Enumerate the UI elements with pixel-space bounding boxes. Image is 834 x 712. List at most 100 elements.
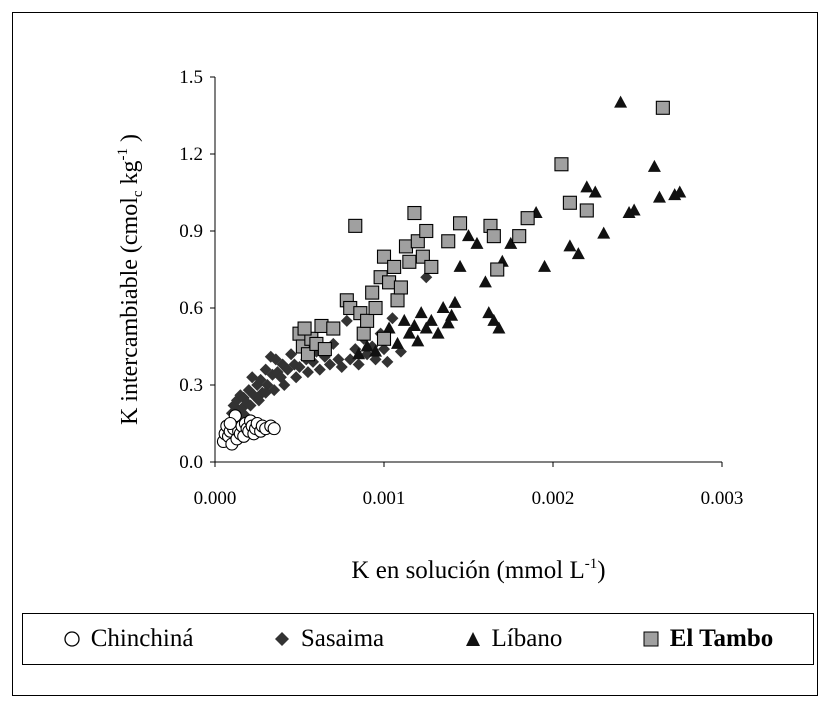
point-el-tambo bbox=[376, 331, 392, 346]
legend-triangle-icon bbox=[465, 632, 480, 646]
point-sasaima bbox=[278, 379, 291, 391]
point-el-tambo bbox=[441, 234, 456, 249]
point-libano bbox=[478, 275, 492, 288]
point-libano bbox=[352, 347, 366, 360]
point-libano bbox=[673, 185, 687, 198]
y-tick-label: 0.0 bbox=[179, 452, 203, 473]
point-sasaima bbox=[290, 371, 303, 384]
point-el-tambo bbox=[393, 280, 408, 295]
point-el-tambo bbox=[348, 218, 363, 233]
point-libano bbox=[538, 259, 552, 272]
point-sasaima bbox=[335, 361, 348, 374]
point-libano bbox=[580, 180, 594, 193]
point-sasaima bbox=[293, 361, 306, 374]
point-libano bbox=[492, 321, 506, 334]
legend-label-chinchina: Chinchiná bbox=[90, 625, 194, 652]
point-el-tambo bbox=[398, 239, 414, 254]
point-chinchina bbox=[267, 422, 281, 436]
point-libano bbox=[482, 306, 496, 319]
point-el-tambo bbox=[407, 205, 422, 221]
point-sasaima bbox=[386, 312, 399, 325]
point-el-tambo bbox=[314, 318, 329, 334]
point-libano bbox=[597, 226, 611, 239]
point-chinchina bbox=[223, 416, 237, 431]
point-el-tambo bbox=[368, 300, 383, 316]
point-sasaima bbox=[244, 399, 257, 412]
chart-marks bbox=[216, 95, 687, 451]
point-el-tambo bbox=[317, 342, 332, 357]
y-tick-label: 1.5 bbox=[179, 67, 203, 88]
point-sasaima bbox=[285, 348, 298, 361]
point-sasaima bbox=[301, 366, 314, 379]
legend-diamond-icon bbox=[274, 632, 289, 646]
legend-item-chinchina: Chinchiná bbox=[63, 625, 194, 653]
point-libano bbox=[504, 236, 518, 249]
point-libano bbox=[487, 313, 501, 326]
point-libano bbox=[448, 295, 462, 308]
x-tick-label: 0.001 bbox=[363, 488, 406, 509]
point-el-tambo bbox=[297, 321, 312, 336]
legend-item-libano: Líbano bbox=[464, 625, 563, 653]
legend: Chinchiná Sasaima Líbano El Tambo bbox=[22, 613, 814, 665]
y-tick-label: 0.9 bbox=[179, 221, 203, 242]
y-tick-label: 1.2 bbox=[179, 144, 203, 165]
legend-label-libano: Líbano bbox=[491, 625, 563, 652]
point-libano bbox=[411, 334, 425, 347]
x-tick-label: 0.000 bbox=[194, 488, 237, 509]
point-el-tambo bbox=[512, 229, 527, 244]
point-sasaima bbox=[344, 353, 357, 366]
legend-label-el-tambo: El Tambo bbox=[669, 625, 774, 652]
point-el-tambo bbox=[387, 259, 402, 274]
point-sasaima bbox=[323, 358, 336, 371]
point-libano bbox=[360, 339, 374, 352]
figure-frame bbox=[12, 12, 818, 696]
point-libano bbox=[419, 321, 433, 334]
point-libano bbox=[407, 318, 421, 331]
point-libano bbox=[369, 344, 383, 357]
point-sasaima bbox=[313, 363, 326, 376]
x-axis-label: K en solución (mmol L-1) bbox=[351, 556, 605, 584]
point-libano bbox=[588, 185, 602, 198]
legend-item-sasaima: Sasaima bbox=[273, 625, 384, 653]
point-sasaima bbox=[420, 271, 433, 284]
y-axis-label: K intercambiable (cmolc kg-1 ) bbox=[115, 134, 146, 425]
point-el-tambo bbox=[554, 157, 569, 172]
point-el-tambo bbox=[326, 321, 341, 336]
point-libano bbox=[647, 159, 661, 172]
point-libano bbox=[571, 247, 585, 260]
point-sasaima bbox=[340, 314, 353, 327]
point-el-tambo bbox=[360, 313, 375, 328]
axis-labels: 0.0 0.3 0.6 0.9 1.2 1.5 0.000 0.001 0.002 0.003 K … bbox=[115, 67, 743, 584]
point-el-tambo bbox=[424, 259, 439, 274]
point-libano bbox=[424, 313, 438, 326]
point-sasaima bbox=[352, 358, 365, 371]
point-libano bbox=[431, 326, 445, 339]
point-el-tambo bbox=[390, 293, 405, 308]
point-libano bbox=[382, 321, 396, 334]
point-libano bbox=[391, 336, 405, 349]
point-libano bbox=[563, 239, 577, 252]
point-el-tambo bbox=[490, 262, 505, 277]
point-libano bbox=[402, 326, 416, 339]
point-libano bbox=[436, 301, 450, 313]
point-libano bbox=[453, 259, 467, 272]
legend-circle-icon bbox=[64, 631, 80, 647]
point-el-tambo bbox=[562, 195, 577, 210]
point-el-tambo bbox=[579, 203, 594, 218]
point-el-tambo bbox=[382, 275, 397, 290]
point-el-tambo bbox=[486, 229, 501, 244]
point-libano bbox=[462, 229, 475, 242]
point-el-tambo bbox=[655, 100, 670, 115]
point-libano bbox=[652, 190, 666, 203]
point-libano bbox=[441, 316, 455, 329]
point-el-tambo bbox=[365, 285, 380, 300]
point-el-tambo bbox=[419, 223, 434, 239]
x-tick-label: 0.003 bbox=[701, 488, 744, 509]
point-sasaima bbox=[259, 386, 272, 399]
point-el-tambo bbox=[402, 254, 417, 269]
point-libano bbox=[614, 95, 628, 108]
legend-square-icon bbox=[643, 631, 659, 647]
point-el-tambo bbox=[520, 211, 535, 226]
y-tick-label: 0.6 bbox=[179, 298, 203, 319]
